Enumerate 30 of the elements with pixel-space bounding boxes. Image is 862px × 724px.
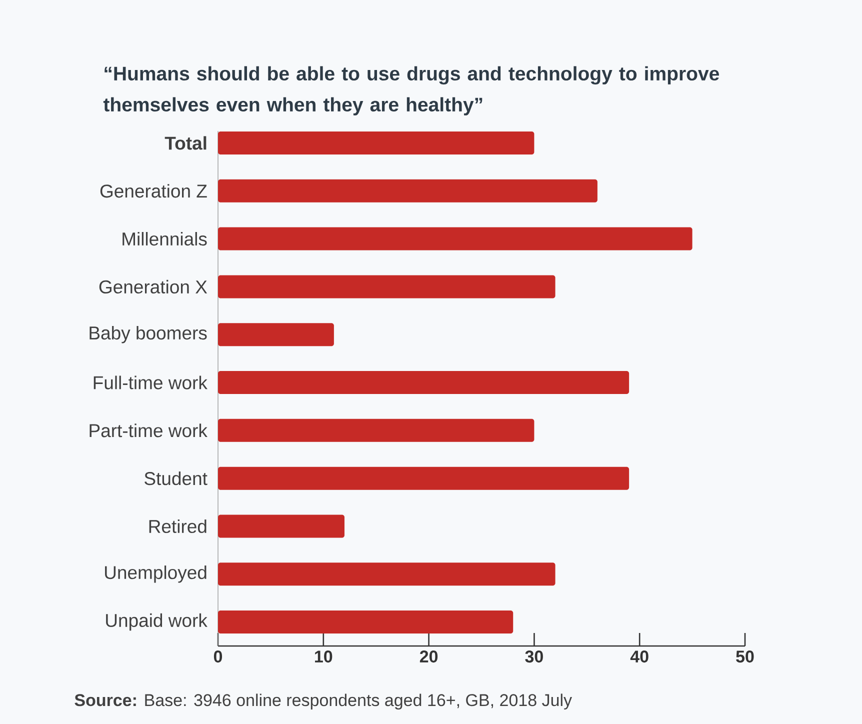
y-tick-label: Student xyxy=(144,472,208,486)
bar xyxy=(218,323,334,346)
y-tick-label: Full-time work xyxy=(94,376,208,390)
y-tick-label: Generation X xyxy=(99,280,208,294)
y-tick-label: Millennials xyxy=(122,232,207,246)
x-tick-label: 50 xyxy=(736,650,754,663)
bar xyxy=(218,418,534,442)
chart-title: “Humans should be able to use drugs and technology to improve themselves even when they are healthy” xyxy=(103,66,720,116)
y-tick-label: Unemployed xyxy=(105,566,206,583)
bar xyxy=(218,371,630,394)
x-tick-label: 20 xyxy=(420,650,438,663)
y-tick-label: Total xyxy=(164,136,206,150)
bar xyxy=(218,610,514,634)
bar xyxy=(218,562,556,586)
bar xyxy=(218,466,630,490)
x-tick-label: 30 xyxy=(525,650,543,663)
x-tick-label: 0 xyxy=(214,650,222,663)
bar xyxy=(218,131,534,154)
bar xyxy=(218,514,344,538)
y-tick-label: Generation Z xyxy=(100,184,207,198)
x-tick-label: 40 xyxy=(630,650,648,663)
x-tick-label: 10 xyxy=(315,650,332,663)
bar xyxy=(218,179,598,202)
y-tick-label: Baby boomers xyxy=(90,326,207,344)
y-tick-label: Part-time work xyxy=(90,424,208,438)
bar xyxy=(218,275,556,298)
y-tick-label: Unpaid work xyxy=(106,613,208,631)
y-tick-label: Retired xyxy=(149,519,206,534)
text: Source: Base: 3946 online respondents aged 16+, GB, 2018 July xyxy=(74,694,572,710)
bar xyxy=(218,227,692,250)
